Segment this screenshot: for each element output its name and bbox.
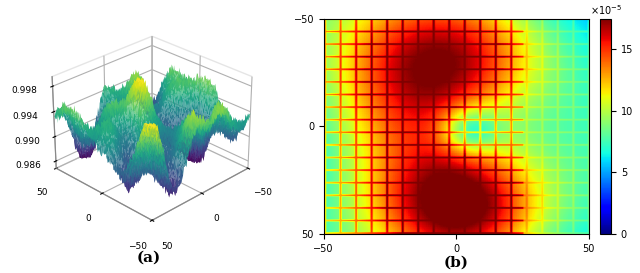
Text: (b): (b) [444,255,468,269]
Text: (a): (a) [137,251,161,265]
Title: $\times10^{-5}$: $\times10^{-5}$ [589,3,622,17]
